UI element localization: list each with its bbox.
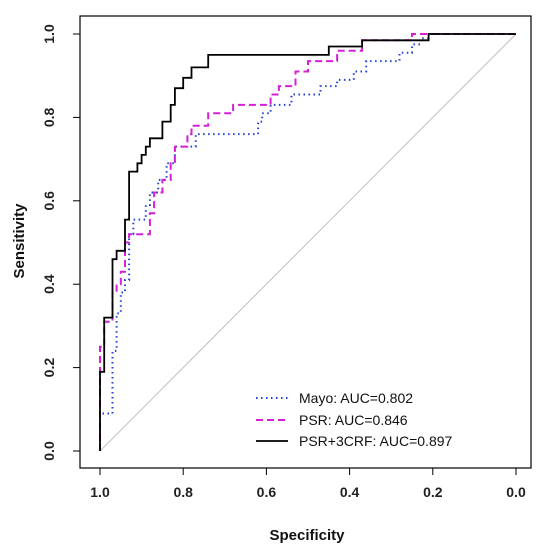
plot-frame (79, 15, 532, 469)
y-axis-title: Sensitivity (11, 203, 28, 279)
y-tick-label-6: 1.0 (41, 24, 57, 44)
legend-label-3: PSR+3CRF: AUC=0.897 (299, 433, 453, 449)
y-tick-label-1: 0.0 (41, 441, 57, 461)
axes: 1.0 0.8 0.6 0.4 0.2 0.0 0.0 0.2 0.4 0.6 0.8 1.0 (41, 15, 532, 500)
x-tick-label-2: 0.8 (173, 484, 193, 500)
plot-area (99, 33, 517, 452)
x-tick-label-6: 0.0 (506, 484, 526, 500)
legend-label-1: Mayo: AUC=0.802 (299, 390, 413, 406)
y-tick-label-5: 0.8 (41, 107, 57, 127)
x-tick-label-1: 1.0 (90, 484, 110, 500)
series-line-2 (99, 33, 516, 451)
x-tick-label-5: 0.2 (423, 484, 443, 500)
y-tick-label-4: 0.6 (41, 191, 57, 211)
y-tick-label-3: 0.4 (41, 274, 57, 294)
x-axis-title: Specificity (269, 527, 345, 544)
legend-label-2: PSR: AUC=0.846 (299, 412, 408, 428)
series-line-3 (99, 33, 516, 451)
x-tick-label-4: 0.4 (340, 484, 360, 500)
legend: Mayo: AUC=0.802 PSR: AUC=0.846 PSR+3CRF: A… (256, 390, 453, 449)
y-tick-label-2: 0.2 (41, 358, 57, 378)
reference-diagonal (99, 33, 517, 452)
x-tick-label-3: 0.6 (257, 484, 277, 500)
